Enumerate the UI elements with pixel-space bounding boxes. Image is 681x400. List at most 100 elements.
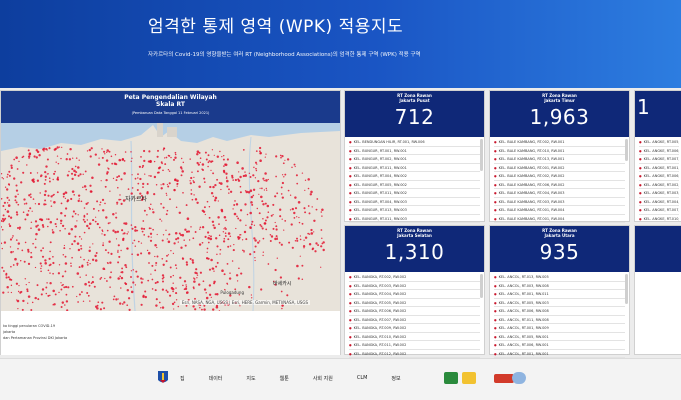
zone-marker[interactable] bbox=[274, 283, 277, 286]
zone-marker[interactable] bbox=[194, 271, 197, 274]
zone-marker[interactable] bbox=[168, 234, 170, 236]
zone-marker[interactable] bbox=[244, 203, 247, 206]
zone-marker[interactable] bbox=[192, 180, 194, 182]
zone-marker[interactable] bbox=[65, 300, 69, 303]
zone-marker[interactable] bbox=[56, 191, 59, 194]
zone-marker[interactable] bbox=[260, 288, 263, 291]
zone-marker[interactable] bbox=[109, 276, 112, 279]
zone-marker[interactable] bbox=[198, 151, 201, 154]
zone-marker[interactable] bbox=[208, 206, 211, 208]
zone-marker[interactable] bbox=[42, 225, 45, 228]
zone-marker[interactable] bbox=[93, 285, 96, 288]
zone-marker[interactable] bbox=[156, 280, 159, 284]
zone-marker[interactable] bbox=[92, 276, 94, 278]
zone-marker[interactable] bbox=[227, 232, 231, 235]
zone-marker[interactable] bbox=[27, 155, 31, 158]
zone-marker[interactable] bbox=[287, 189, 290, 192]
zone-marker[interactable] bbox=[288, 241, 291, 244]
zone-marker[interactable] bbox=[15, 201, 18, 204]
zone-marker[interactable] bbox=[307, 205, 310, 207]
zone-marker[interactable] bbox=[239, 175, 242, 179]
zone-marker[interactable] bbox=[254, 245, 257, 248]
zone-marker[interactable] bbox=[294, 239, 297, 242]
zone-marker[interactable] bbox=[9, 246, 12, 248]
rt-list-item[interactable]: KEL. BANGKA, RT.007, RW.002 bbox=[349, 316, 480, 324]
zone-marker[interactable] bbox=[83, 258, 85, 261]
zone-marker[interactable] bbox=[213, 280, 216, 284]
zone-marker[interactable] bbox=[149, 207, 151, 210]
zone-marker[interactable] bbox=[134, 177, 137, 180]
zone-marker[interactable] bbox=[153, 192, 156, 196]
zone-marker[interactable] bbox=[79, 173, 82, 176]
zone-marker[interactable] bbox=[20, 181, 23, 184]
zone-marker[interactable] bbox=[186, 230, 189, 233]
zone-marker[interactable] bbox=[89, 262, 91, 265]
zone-marker[interactable] bbox=[212, 185, 215, 189]
zone-marker[interactable] bbox=[149, 159, 152, 163]
zone-marker[interactable] bbox=[201, 168, 205, 172]
zone-marker[interactable] bbox=[123, 172, 126, 175]
zone-marker[interactable] bbox=[218, 223, 220, 225]
zone-marker[interactable] bbox=[216, 155, 220, 158]
zone-marker[interactable] bbox=[176, 182, 179, 186]
zone-marker[interactable] bbox=[203, 308, 206, 311]
zone-marker[interactable] bbox=[193, 176, 195, 179]
zone-marker[interactable] bbox=[116, 201, 119, 204]
zone-marker[interactable] bbox=[8, 278, 12, 281]
zone-marker[interactable] bbox=[128, 308, 131, 311]
zone-marker[interactable] bbox=[322, 241, 325, 244]
zone-marker[interactable] bbox=[40, 270, 42, 273]
zone-marker[interactable] bbox=[262, 237, 265, 240]
zone-marker[interactable] bbox=[57, 272, 61, 275]
zone-marker[interactable] bbox=[120, 202, 123, 205]
zone-marker[interactable] bbox=[130, 276, 132, 278]
zone-marker[interactable] bbox=[50, 200, 52, 202]
zone-marker[interactable] bbox=[133, 239, 136, 242]
zone-marker[interactable] bbox=[233, 243, 235, 246]
zone-marker[interactable] bbox=[298, 216, 300, 219]
zone-marker[interactable] bbox=[182, 191, 184, 194]
rt-list-item[interactable]: KEL. BALE KAMBANG, RT.001, RW.002 bbox=[494, 164, 625, 172]
zone-marker[interactable] bbox=[189, 180, 191, 182]
zone-marker[interactable] bbox=[27, 210, 30, 212]
zone-marker[interactable] bbox=[149, 175, 152, 177]
zone-marker[interactable] bbox=[136, 275, 139, 278]
zone-marker[interactable] bbox=[16, 299, 18, 301]
zone-marker[interactable] bbox=[220, 208, 224, 212]
rt-list-item[interactable]: KEL. BUNGUR, RT.005, RW.002 bbox=[349, 181, 480, 189]
zone-marker[interactable] bbox=[87, 281, 90, 284]
zone-marker[interactable] bbox=[17, 247, 19, 250]
zone-marker[interactable] bbox=[215, 237, 218, 240]
zone-marker[interactable] bbox=[137, 182, 140, 185]
zone-marker[interactable] bbox=[31, 301, 34, 304]
zone-marker[interactable] bbox=[270, 235, 274, 238]
zone-marker[interactable] bbox=[246, 213, 249, 216]
zone-marker[interactable] bbox=[242, 174, 245, 178]
zone-marker[interactable] bbox=[280, 243, 283, 246]
rt-list-item[interactable]: KEL. BALE KAMBANG, RT.013, RW.001 bbox=[494, 155, 625, 164]
zone-marker[interactable] bbox=[131, 187, 134, 189]
zone-marker[interactable] bbox=[49, 272, 51, 274]
zone-marker[interactable] bbox=[237, 179, 241, 182]
zone-marker[interactable] bbox=[155, 304, 158, 307]
zone-marker[interactable] bbox=[202, 280, 205, 283]
zone-marker[interactable] bbox=[167, 240, 171, 244]
zone-marker[interactable] bbox=[44, 199, 47, 202]
zone-marker[interactable] bbox=[203, 177, 206, 180]
zone-marker[interactable] bbox=[76, 295, 78, 298]
zone-marker[interactable] bbox=[146, 191, 149, 195]
zone-marker[interactable] bbox=[167, 168, 170, 171]
zone-marker[interactable] bbox=[238, 236, 241, 239]
zone-marker[interactable] bbox=[166, 254, 168, 257]
zone-marker[interactable] bbox=[265, 228, 268, 231]
rt-list[interactable]: KEL. BALE KAMBANG, RT.002, RW.001KEL. BA… bbox=[490, 137, 629, 232]
zone-marker[interactable] bbox=[115, 179, 118, 182]
zone-marker[interactable] bbox=[130, 224, 133, 226]
zone-marker[interactable] bbox=[232, 208, 234, 210]
zone-marker[interactable] bbox=[320, 229, 323, 231]
zone-marker[interactable] bbox=[154, 244, 157, 247]
zone-marker[interactable] bbox=[56, 218, 59, 221]
zone-marker[interactable] bbox=[254, 257, 256, 259]
zone-marker[interactable] bbox=[109, 190, 111, 192]
zone-marker[interactable] bbox=[250, 195, 254, 199]
